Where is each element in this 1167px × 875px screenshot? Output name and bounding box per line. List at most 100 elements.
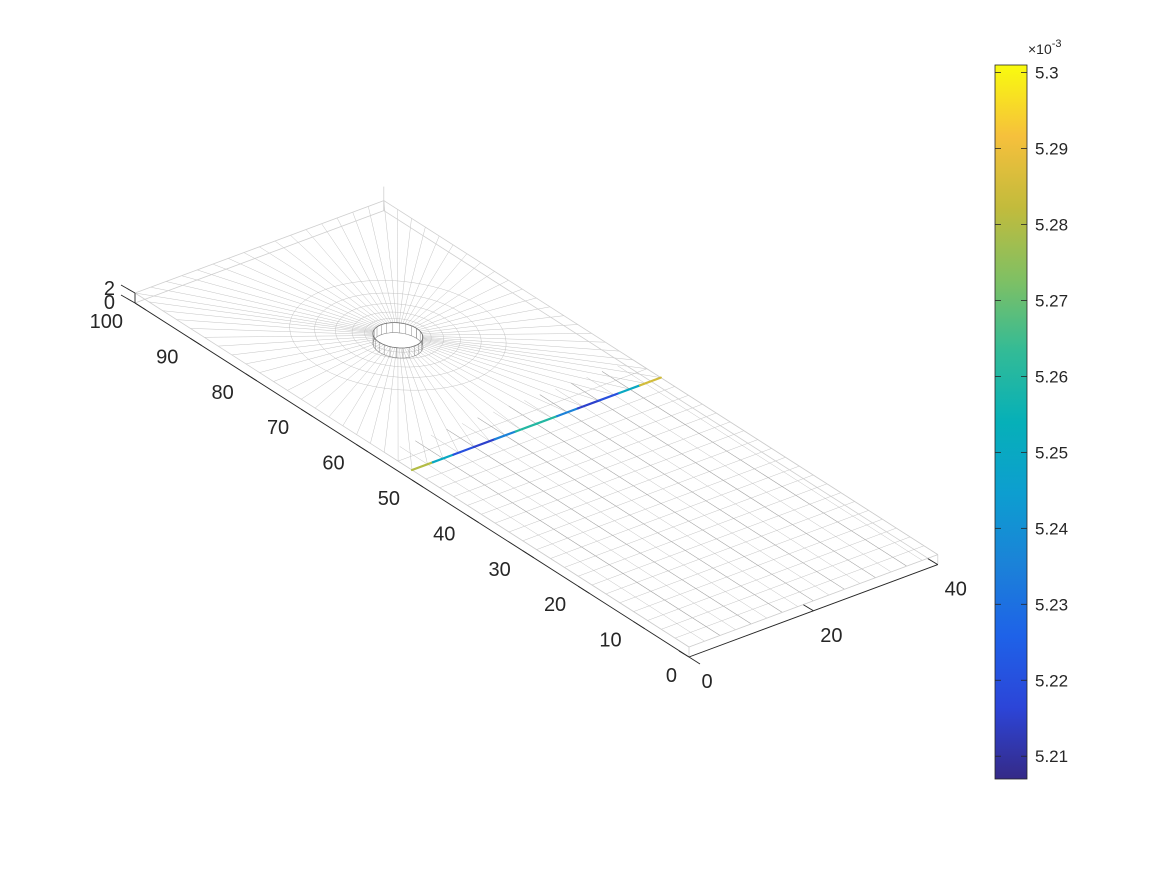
mesh-line (416, 345, 553, 419)
x-tick (927, 558, 939, 565)
mesh-line (134, 292, 374, 332)
mesh-line (461, 423, 767, 619)
mesh-line (422, 336, 620, 352)
mesh-line (342, 346, 392, 426)
x-tick-label: 40 (945, 579, 967, 601)
mesh-line (412, 346, 522, 430)
mesh-line (555, 388, 861, 584)
highlighted-line (410, 376, 662, 472)
mesh-line (368, 206, 396, 323)
mesh-line (416, 288, 523, 329)
mesh-line (493, 411, 799, 607)
mesh-line (228, 258, 378, 327)
y-axis-line (134, 302, 690, 658)
mesh-line (290, 235, 386, 324)
mesh-line (422, 333, 592, 336)
mesh-ring (314, 292, 482, 378)
mesh-line (422, 335, 606, 343)
mesh-line (212, 263, 377, 328)
axes-box (134, 186, 939, 658)
mesh-line (415, 440, 721, 636)
highlighted-segment (556, 407, 579, 418)
highlighted-segment (452, 445, 476, 456)
mesh-line (301, 344, 384, 400)
mesh-line (243, 252, 380, 326)
highlighted-segment (493, 430, 517, 441)
mesh-line (370, 347, 396, 444)
y-tick-label: 40 (433, 523, 455, 545)
mesh-line (148, 301, 374, 333)
mesh-line (404, 244, 454, 324)
y-tick-label: 20 (544, 594, 566, 616)
mesh-line (411, 271, 495, 327)
mesh-line (419, 306, 551, 332)
y-tick-label: 10 (599, 630, 621, 652)
mesh-line (409, 262, 481, 326)
colorbar-tick-label: 5.26 (1035, 367, 1068, 386)
colorbar-exponent: ×10-3 (1028, 38, 1062, 57)
hole-top (372, 322, 424, 349)
mesh-line (421, 324, 578, 335)
colorbar-tick-label: 5.3 (1035, 64, 1059, 83)
mesh-line (399, 218, 412, 323)
mesh-line (383, 200, 397, 323)
mesh-line (259, 340, 378, 373)
mesh-line (400, 227, 426, 324)
z-tick (120, 284, 136, 294)
mesh-line (204, 335, 374, 338)
mesh-line (402, 235, 440, 324)
mesh-line (274, 240, 384, 325)
mesh-line (218, 336, 374, 347)
mesh-line (402, 347, 444, 459)
highlighted-segment (514, 422, 538, 433)
x-tick (803, 604, 814, 612)
mesh-line (404, 347, 459, 453)
colorbar-tick-label: 5.21 (1035, 747, 1068, 766)
box-edge (134, 210, 384, 304)
highlighted-segment (576, 399, 600, 410)
mesh-line (384, 347, 397, 453)
mesh-line (420, 342, 599, 401)
mesh-line (417, 344, 568, 413)
x-tick-label: 0 (701, 671, 712, 693)
mesh-line (410, 346, 506, 436)
mesh-line (477, 417, 783, 613)
highlighted-segment (618, 384, 642, 395)
mesh-line (400, 347, 428, 465)
mesh-line (570, 382, 876, 578)
colorbar-tick-label: 5.27 (1035, 291, 1068, 310)
mesh-line (508, 405, 814, 602)
highlighted-segment (535, 415, 559, 425)
mesh-line (245, 339, 376, 365)
colorbar-tick-label: 5.24 (1035, 519, 1068, 538)
z-tick (120, 294, 136, 304)
mesh-line (422, 339, 661, 378)
mesh-line (166, 281, 375, 331)
mesh-line (181, 275, 375, 330)
mesh-line (162, 310, 374, 333)
highlighted-segment (638, 376, 662, 387)
mesh-line (418, 297, 537, 330)
box-edge (688, 554, 938, 648)
y-tick-label: 80 (212, 382, 234, 404)
mesh-line (197, 269, 376, 329)
colorbar-tick-label: 5.28 (1035, 216, 1068, 235)
mesh-line (586, 377, 892, 573)
z-tick-label: 2 (104, 278, 115, 300)
y-tick-label: 100 (90, 311, 123, 333)
y-tick-label: 60 (322, 453, 344, 475)
mesh-line (231, 337, 375, 356)
highlighted-segment (597, 391, 621, 402)
box-edge (134, 200, 384, 294)
mesh-line (524, 400, 830, 596)
mesh-line (446, 428, 752, 625)
y-tick-label: 50 (378, 488, 400, 510)
mesh-line (328, 346, 389, 418)
mesh-line (421, 315, 564, 333)
mesh-line (305, 229, 388, 324)
mesh-line (399, 446, 705, 642)
y-tick (688, 656, 701, 665)
mesh-line (150, 286, 374, 331)
